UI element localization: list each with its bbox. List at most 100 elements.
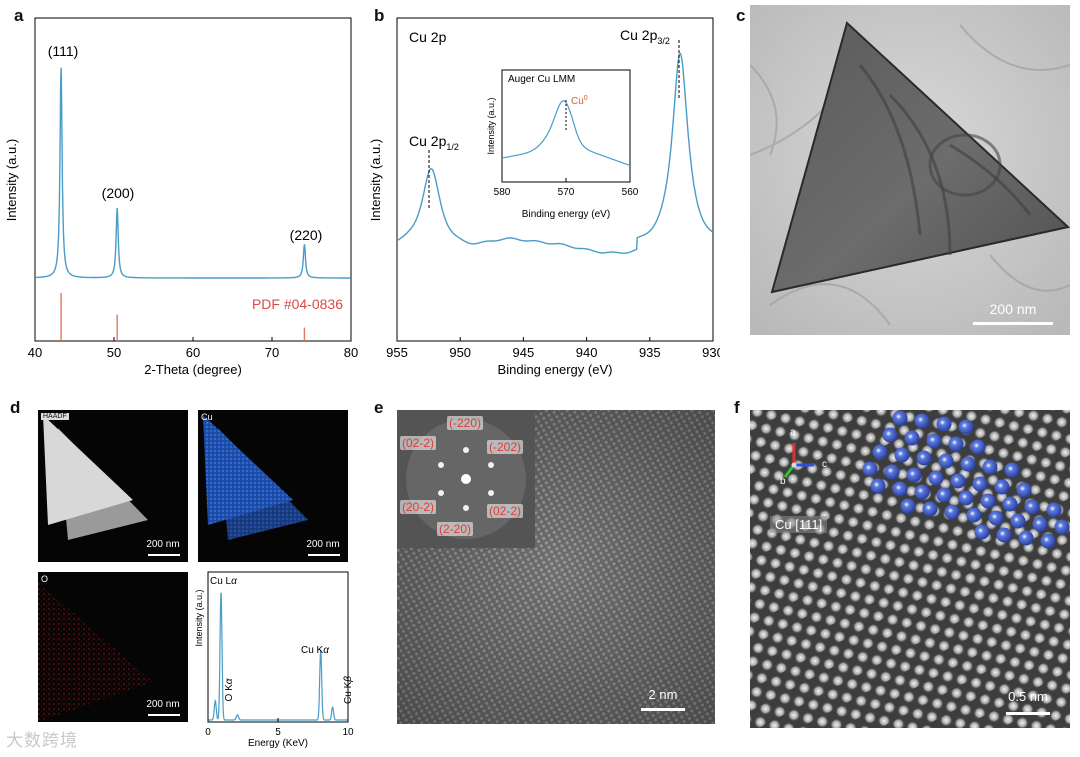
atom bbox=[966, 507, 982, 523]
atom bbox=[1032, 516, 1048, 532]
hrtem-image-e: (-220) (02-2) (-202) (20-2) (02-2) (2-20… bbox=[397, 410, 715, 724]
x-tick-label: 945 bbox=[513, 345, 535, 360]
atom bbox=[892, 410, 908, 426]
xrd-ylabel: Intensity (a.u.) bbox=[4, 139, 19, 221]
xrd-frame bbox=[34, 17, 352, 342]
atom bbox=[950, 473, 966, 489]
eds-x-ticks: 0 5 10 bbox=[205, 718, 354, 738]
atom bbox=[894, 447, 910, 463]
auger-peak-label: Cu0 bbox=[571, 95, 588, 107]
cu-tag: Cu bbox=[201, 412, 213, 422]
atom bbox=[1016, 482, 1032, 498]
atom bbox=[870, 478, 886, 494]
scale-bar-label-o: 200 nm bbox=[146, 699, 180, 710]
atom bbox=[958, 419, 974, 435]
atom bbox=[900, 498, 916, 514]
atom bbox=[936, 487, 952, 503]
fft-label-m220: (-220) bbox=[447, 416, 484, 430]
panel-label-a: a bbox=[14, 6, 24, 25]
xps-peak-label-1: Cu 2p1/2 bbox=[409, 133, 459, 152]
atom bbox=[872, 444, 888, 460]
x-tick-label: 580 bbox=[494, 187, 511, 198]
eds-peak-label-cu-kb: Cu Kβ bbox=[343, 676, 354, 704]
panel-label-f: f bbox=[734, 398, 740, 417]
x-tick-label: 570 bbox=[558, 187, 575, 198]
x-tick-label: 50 bbox=[107, 345, 121, 360]
crystal-axes-icon bbox=[783, 443, 814, 478]
auger-x-ticks: 580 570 560 bbox=[494, 178, 639, 198]
xps-inset: 580 570 560 Auger Cu LMM Cu0 Binding energ… bbox=[486, 69, 639, 220]
atom-model-overlay bbox=[862, 410, 1070, 549]
tem-image-c: 200 nm bbox=[750, 5, 1070, 335]
atom bbox=[914, 413, 930, 429]
x-tick-label: 950 bbox=[449, 345, 471, 360]
axis-label-c: c bbox=[822, 459, 827, 470]
x-tick-label: 930 bbox=[702, 345, 720, 360]
atom bbox=[916, 450, 932, 466]
auger-ylabel: Intensity (a.u.) bbox=[486, 97, 496, 154]
xrd-reference-label: PDF #04-0836 bbox=[252, 296, 343, 312]
x-tick-label: 5 bbox=[275, 727, 281, 738]
haadf-tag: HAADF bbox=[41, 413, 69, 420]
scale-bar-o bbox=[148, 714, 180, 716]
eds-spectrum: 0 5 10 Energy (KeV) Intensity (a.u.) Cu Lα… bbox=[194, 571, 354, 749]
fft-label-2m20: (2-20) bbox=[437, 522, 474, 536]
atom bbox=[1046, 502, 1062, 518]
x-tick-label: 40 bbox=[28, 345, 42, 360]
x-tick-label: 0 bbox=[205, 727, 211, 738]
eds-xlabel: Energy (KeV) bbox=[248, 738, 308, 749]
atom bbox=[1018, 530, 1034, 546]
scale-bar-label-e: 2 nm bbox=[648, 687, 678, 702]
xps-xlabel: Binding energy (eV) bbox=[498, 362, 613, 377]
xps-title: Cu 2p bbox=[409, 29, 447, 45]
fft-label-02m2-bottom: (02-2) bbox=[487, 504, 524, 518]
atom bbox=[1054, 519, 1070, 535]
panel-label-e: e bbox=[374, 398, 384, 417]
eds-ylabel: Intensity (a.u.) bbox=[194, 589, 204, 646]
auger-xlabel: Binding energy (eV) bbox=[522, 209, 610, 220]
scale-bar-c bbox=[973, 322, 1053, 325]
xrd-xlabel: 2-Theta (degree) bbox=[144, 362, 242, 377]
scale-bar-label-cu: 200 nm bbox=[306, 539, 340, 550]
o-tag: O bbox=[41, 574, 49, 584]
zone-axis-label: Cu [111] bbox=[770, 516, 828, 533]
xrd-series-line bbox=[35, 67, 351, 279]
axis-label-a: a bbox=[790, 427, 796, 438]
atom bbox=[926, 433, 942, 449]
x-tick-label: 80 bbox=[344, 345, 358, 360]
atom bbox=[936, 416, 952, 432]
atom bbox=[996, 527, 1012, 543]
auger-title: Auger Cu LMM bbox=[508, 74, 575, 85]
scale-bar-label-haadf: 200 nm bbox=[146, 539, 180, 550]
atom bbox=[862, 461, 878, 477]
x-tick-label: 940 bbox=[576, 345, 598, 360]
atom bbox=[980, 493, 996, 509]
watermark: 大数跨境 bbox=[6, 731, 78, 750]
xrd-chart: 40 50 60 70 80 2-Theta (degree) Intensity (a… bbox=[4, 17, 358, 377]
xrd-peak-label-220: (220) bbox=[290, 227, 323, 243]
atom bbox=[970, 439, 986, 455]
auger-series-line bbox=[501, 100, 631, 167]
xps-x-ticks: 955 950 945 940 935 930 bbox=[386, 337, 720, 360]
atom bbox=[1024, 499, 1040, 515]
atom bbox=[884, 464, 900, 480]
haadf-map: HAADF 200 nm bbox=[38, 410, 188, 562]
atom bbox=[914, 484, 930, 500]
scale-bar-label-c: 200 nm bbox=[989, 301, 1037, 317]
panel-label-c: c bbox=[736, 6, 746, 25]
panel-label-b: b bbox=[374, 6, 385, 25]
x-tick-label: 60 bbox=[186, 345, 200, 360]
atom bbox=[960, 456, 976, 472]
xps-series-line bbox=[396, 52, 714, 254]
xps-frame bbox=[396, 17, 714, 342]
cu-map: Cu 200 nm bbox=[198, 410, 348, 562]
atom bbox=[938, 453, 954, 469]
eds-peak-label-cu-ka: Cu Kα bbox=[301, 645, 329, 656]
panel-label-d: d bbox=[10, 398, 21, 417]
scale-bar-e bbox=[641, 708, 685, 711]
atom bbox=[974, 524, 990, 540]
x-tick-label: 935 bbox=[639, 345, 661, 360]
stem-image-f: a c b Cu [111] 0.5 nm bbox=[750, 410, 1070, 728]
atom bbox=[1004, 462, 1020, 478]
eds-peak-label-o-ka: O Kα bbox=[224, 678, 235, 701]
